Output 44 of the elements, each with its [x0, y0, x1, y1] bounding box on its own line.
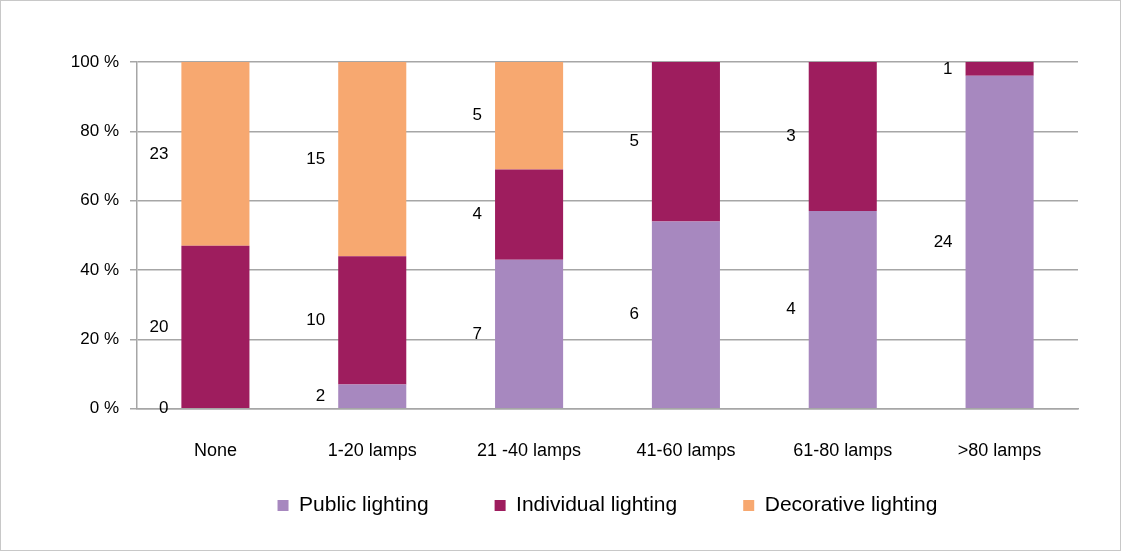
- x-tick-label: 61-80 lamps: [793, 439, 893, 460]
- x-tick-label: 41-60 lamps: [636, 439, 736, 460]
- bar: [965, 62, 1034, 76]
- bar: [338, 384, 407, 409]
- annotation: 5: [472, 105, 483, 125]
- annotation: 15: [306, 148, 326, 168]
- bar: [338, 62, 407, 257]
- legend-label: Individual lighting: [516, 492, 678, 516]
- legend-label: Public lighting: [299, 492, 429, 516]
- y-tick-label: 60 %: [80, 190, 119, 210]
- bar: [181, 245, 250, 409]
- annotation: 1: [943, 58, 953, 78]
- bar: [495, 169, 564, 260]
- x-tick-label: 1-20 lamps: [327, 439, 417, 460]
- annotation: 4: [786, 299, 796, 319]
- bar: [651, 62, 720, 222]
- bar: [495, 62, 564, 170]
- annotation: 4: [472, 204, 483, 224]
- annotation: 10: [306, 310, 326, 330]
- annotation: 7: [472, 323, 483, 343]
- y-tick-label: 40 %: [80, 259, 119, 279]
- x-tick-label: None: [193, 439, 237, 460]
- bar: [808, 211, 877, 409]
- bar: [495, 259, 564, 409]
- annotation: 0: [158, 398, 169, 418]
- annotation: 3: [786, 126, 796, 146]
- y-tick-label: 100 %: [70, 51, 119, 71]
- annotation: 23: [149, 143, 169, 163]
- bar: [651, 221, 720, 409]
- bar: [965, 75, 1034, 409]
- annotation: 5: [629, 131, 639, 151]
- bar: [808, 62, 877, 212]
- bar: [181, 62, 250, 246]
- y-tick-label: 20 %: [80, 329, 119, 349]
- y-tick-label: 80 %: [80, 121, 119, 141]
- annotation: 24: [933, 231, 953, 251]
- annotation: 6: [629, 304, 639, 324]
- annotation: 2: [315, 385, 326, 405]
- x-tick-label: >80 lamps: [957, 439, 1042, 460]
- legend-label: Decorative lighting: [764, 492, 938, 516]
- bar: [338, 256, 407, 385]
- x-tick-label: 21 -40 lamps: [477, 439, 582, 460]
- y-tick-label: 0 %: [89, 398, 119, 418]
- annotation: 20: [149, 316, 169, 336]
